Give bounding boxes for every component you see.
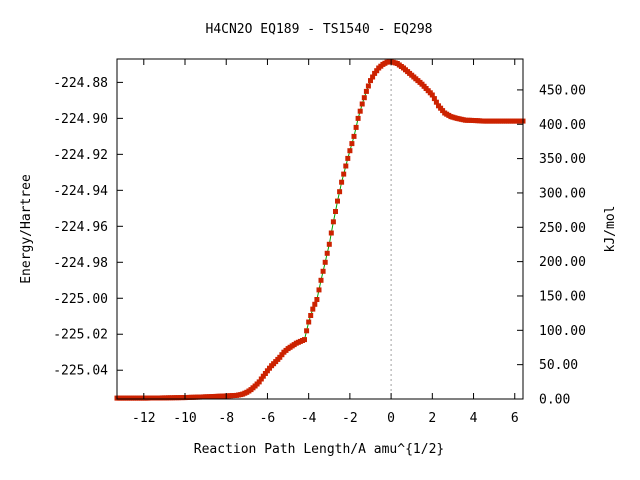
y2-tick-label: 300.00	[539, 186, 586, 201]
x-tick-label: -8	[218, 411, 234, 426]
data-point	[431, 96, 437, 102]
data-point	[374, 68, 380, 74]
data-point	[349, 141, 355, 147]
y2-tick-label: 50.00	[539, 358, 578, 373]
data-point	[306, 319, 312, 325]
x-tick-label: 0	[387, 411, 395, 426]
y-tick-label: -225.00	[53, 292, 108, 307]
data-point	[314, 297, 320, 302]
data-point	[429, 92, 435, 98]
y-tick-label: -224.96	[53, 220, 108, 235]
x-tick-label: -4	[301, 411, 317, 426]
data-point	[260, 373, 266, 379]
data-point	[357, 108, 363, 114]
data-point	[277, 354, 283, 360]
y2-tick-label: 150.00	[539, 289, 586, 304]
data-point	[262, 371, 268, 376]
y-tick-label: -224.98	[53, 256, 108, 271]
data-point	[351, 133, 357, 139]
energy-markers	[114, 59, 526, 401]
x-tick-label: -10	[173, 411, 196, 426]
data-point	[258, 376, 264, 382]
plot-frame	[116, 58, 524, 400]
data-point	[310, 306, 316, 312]
data-point	[328, 230, 334, 236]
data-point	[341, 171, 347, 177]
data-point	[343, 163, 349, 169]
data-point	[363, 88, 369, 94]
data-point	[355, 115, 361, 121]
energy-curve	[117, 61, 523, 399]
y-axis-label: Energy/Hartree	[19, 174, 34, 284]
y2-tick-label: 450.00	[539, 83, 586, 98]
x-axis-label: Reaction Path Length/A amu^{1/2}	[194, 442, 444, 457]
y-tick-label: -225.04	[53, 364, 108, 379]
data-point	[322, 259, 328, 265]
data-point	[337, 189, 343, 195]
data-point	[361, 95, 367, 101]
data-point	[318, 277, 324, 283]
data-point	[433, 99, 439, 105]
x-tick-label: -6	[260, 411, 276, 426]
data-point	[326, 241, 332, 247]
data-point	[333, 209, 338, 214]
x-tick-label: -12	[132, 411, 155, 426]
data-point	[347, 148, 353, 154]
data-point	[308, 313, 314, 318]
y2-tick-label: 400.00	[539, 118, 586, 133]
data-point	[320, 268, 326, 274]
x-tick-label: 2	[428, 411, 436, 426]
data-point	[264, 368, 270, 374]
y2-tick-label: 200.00	[539, 255, 586, 270]
data-point	[370, 74, 376, 80]
y2-tick-label: 350.00	[539, 152, 586, 167]
data-point	[330, 219, 336, 225]
data-point	[324, 250, 330, 256]
y-tick-label: -224.90	[53, 112, 108, 127]
y2-axis-label: kJ/mol	[603, 206, 618, 253]
x-tick-label: 4	[470, 411, 478, 426]
y-tick-label: -224.92	[53, 148, 108, 163]
data-point	[345, 155, 351, 161]
data-point	[359, 101, 365, 107]
y-tick-label: -224.88	[53, 76, 108, 91]
y2-tick-label: 0.00	[539, 393, 570, 408]
data-point	[368, 78, 373, 84]
y-tick-label: -224.94	[53, 184, 108, 199]
x-tick-label: -2	[342, 411, 358, 426]
data-point	[339, 179, 345, 185]
data-point	[302, 337, 307, 343]
y2-tick-label: 250.00	[539, 221, 586, 236]
y-tick-label: -225.02	[53, 328, 108, 343]
data-point	[353, 124, 359, 130]
data-point	[304, 328, 310, 334]
x-tick-label: 6	[511, 411, 519, 426]
plot-area: -12 -10 -8 -6 -4 -2 0 2 4 6 -225.04 -225.02 -225.00 -…	[53, 58, 586, 426]
data-point	[256, 379, 262, 385]
y2-tick-label: 100.00	[539, 324, 586, 339]
data-point	[335, 198, 340, 204]
data-point	[312, 301, 318, 307]
data-point	[316, 287, 322, 293]
data-point	[365, 83, 371, 89]
chart-title: H4CN2O EQ189 - TS1540 - EQ298	[206, 22, 433, 37]
data-point	[372, 70, 378, 76]
